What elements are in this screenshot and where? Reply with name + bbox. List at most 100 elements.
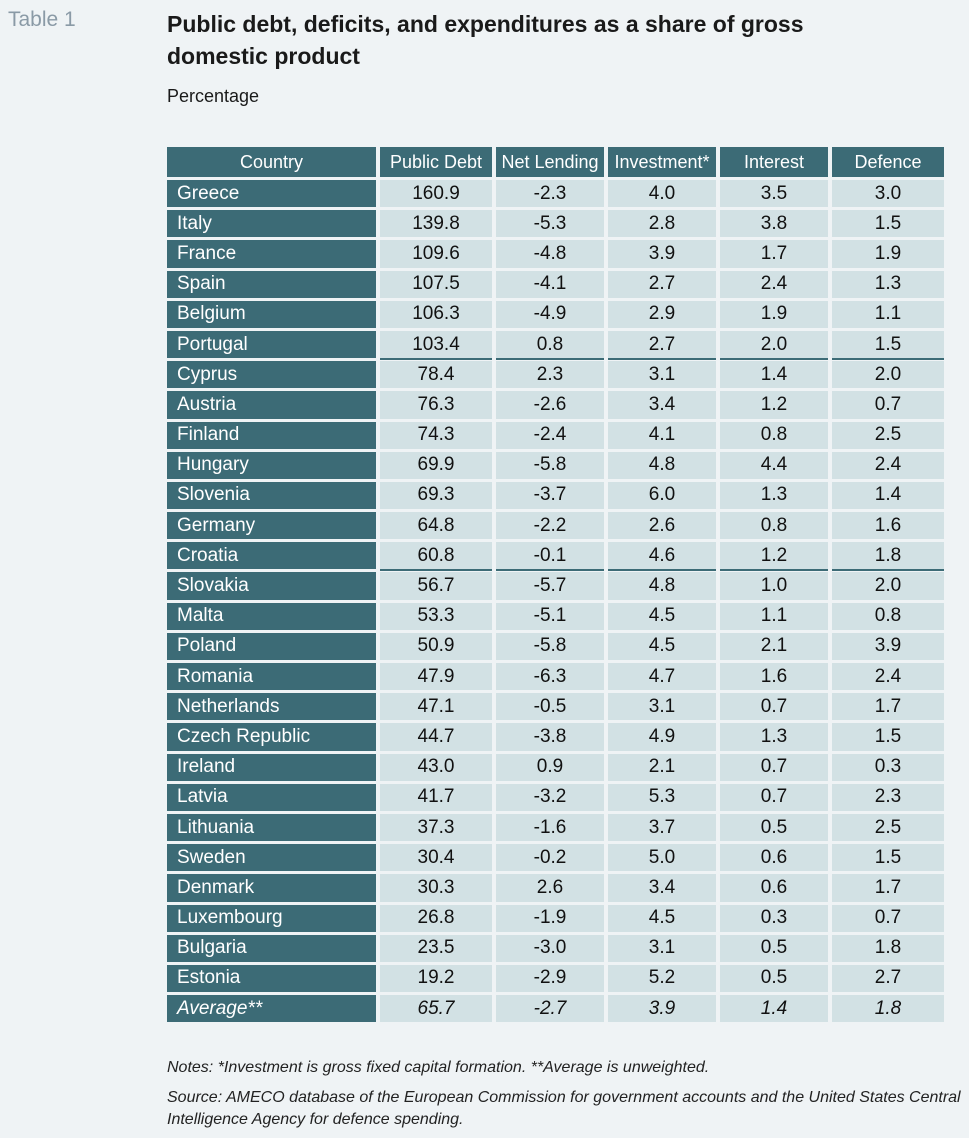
investment-cell: 4.5: [608, 602, 716, 630]
defence-cell: 1.5: [832, 844, 944, 872]
column-header-country: Country: [167, 147, 376, 177]
public-debt-cell: 69.9: [380, 451, 492, 479]
defence-cell: 1.5: [832, 723, 944, 751]
country-cell: Poland: [167, 632, 376, 660]
defence-cell: 1.8: [832, 995, 944, 1023]
country-cell: Slovakia: [167, 572, 376, 600]
country-cell: Czech Republic: [167, 723, 376, 751]
public-debt-cell: 41.7: [380, 783, 492, 811]
public-debt-cell: 47.9: [380, 663, 492, 691]
public-debt-cell: 30.3: [380, 874, 492, 902]
defence-cell: 2.3: [832, 783, 944, 811]
table-row: Austria 76.3 -2.6 3.4 1.2 0.7: [167, 391, 944, 419]
defence-cell: 2.0: [832, 361, 944, 389]
investment-cell: 3.1: [608, 693, 716, 721]
defence-cell: 0.7: [832, 904, 944, 932]
table-row: Hungary 69.9 -5.8 4.8 4.4 2.4: [167, 451, 944, 479]
table-row: Sweden 30.4 -0.2 5.0 0.6 1.5: [167, 844, 944, 872]
net-lending-cell: -5.8: [496, 451, 604, 479]
defence-cell: 2.5: [832, 421, 944, 449]
table-row: Lithuania 37.3 -1.6 3.7 0.5 2.5: [167, 813, 944, 842]
net-lending-cell: -1.9: [496, 904, 604, 932]
public-debt-cell: 50.9: [380, 632, 492, 660]
public-debt-cell: 103.4: [380, 330, 492, 359]
net-lending-cell: -1.6: [496, 813, 604, 842]
defence-cell: 1.3: [832, 270, 944, 298]
country-cell: Italy: [167, 210, 376, 238]
interest-cell: 1.9: [720, 300, 828, 328]
net-lending-cell: -5.1: [496, 602, 604, 630]
table-row: Slovenia 69.3 -3.7 6.0 1.3 1.4: [167, 481, 944, 510]
interest-cell: 0.7: [720, 753, 828, 781]
table-row: Germany 64.8 -2.2 2.6 0.8 1.6: [167, 512, 944, 540]
public-debt-cell: 74.3: [380, 421, 492, 449]
defence-cell: 0.3: [832, 753, 944, 781]
interest-cell: 1.3: [720, 723, 828, 751]
table-row: Cyprus 78.4 2.3 3.1 1.4 2.0: [167, 361, 944, 389]
net-lending-cell: 0.8: [496, 330, 604, 359]
country-cell: Estonia: [167, 964, 376, 993]
public-debt-cell: 56.7: [380, 572, 492, 600]
investment-cell: 4.7: [608, 663, 716, 691]
table-row: Belgium 106.3 -4.9 2.9 1.9 1.1: [167, 300, 944, 328]
table-row: Croatia 60.8 -0.1 4.6 1.2 1.8: [167, 542, 944, 570]
public-debt-cell: 78.4: [380, 361, 492, 389]
public-debt-cell: 26.8: [380, 904, 492, 932]
table-row: Malta 53.3 -5.1 4.5 1.1 0.8: [167, 602, 944, 630]
public-debt-cell: 53.3: [380, 602, 492, 630]
net-lending-cell: -5.8: [496, 632, 604, 660]
column-header-public-debt: Public Debt: [380, 147, 492, 177]
interest-cell: 0.3: [720, 904, 828, 932]
column-header-net-lending: Net Lending: [496, 147, 604, 177]
table-row: Slovakia 56.7 -5.7 4.8 1.0 2.0: [167, 572, 944, 600]
investment-cell: 4.0: [608, 180, 716, 208]
public-debt-cell: 109.6: [380, 240, 492, 268]
header-row: Country Public Debt Net Lending Investme…: [167, 147, 944, 177]
interest-cell: 0.5: [720, 934, 828, 962]
public-debt-cell: 37.3: [380, 813, 492, 842]
public-debt-cell: 64.8: [380, 512, 492, 540]
net-lending-cell: -2.7: [496, 995, 604, 1023]
table-label: Table 1: [8, 8, 76, 31]
net-lending-cell: -4.8: [496, 240, 604, 268]
defence-cell: 2.5: [832, 813, 944, 842]
country-cell: Croatia: [167, 542, 376, 570]
defence-cell: 1.8: [832, 934, 944, 962]
country-cell: Portugal: [167, 330, 376, 359]
table-row: Luxembourg 26.8 -1.9 4.5 0.3 0.7: [167, 904, 944, 932]
public-debt-cell: 23.5: [380, 934, 492, 962]
investment-cell: 3.1: [608, 934, 716, 962]
table-row: Italy 139.8 -5.3 2.8 3.8 1.5: [167, 210, 944, 238]
net-lending-cell: 2.6: [496, 874, 604, 902]
table-row: Spain 107.5 -4.1 2.7 2.4 1.3: [167, 270, 944, 298]
defence-cell: 1.6: [832, 512, 944, 540]
net-lending-cell: -5.7: [496, 572, 604, 600]
interest-cell: 1.3: [720, 481, 828, 510]
investment-cell: 3.7: [608, 813, 716, 842]
defence-cell: 2.0: [832, 572, 944, 600]
country-cell: Malta: [167, 602, 376, 630]
net-lending-cell: -0.1: [496, 542, 604, 570]
investment-cell: 4.9: [608, 723, 716, 751]
table-row: Romania 47.9 -6.3 4.7 1.6 2.4: [167, 663, 944, 691]
investment-cell: 5.3: [608, 783, 716, 811]
investment-cell: 5.0: [608, 844, 716, 872]
country-cell: Luxembourg: [167, 904, 376, 932]
table-row: Poland 50.9 -5.8 4.5 2.1 3.9: [167, 632, 944, 660]
investment-cell: 2.1: [608, 753, 716, 781]
investment-cell: 2.7: [608, 270, 716, 298]
investment-cell: 4.5: [608, 904, 716, 932]
interest-cell: 1.6: [720, 663, 828, 691]
net-lending-cell: -2.6: [496, 391, 604, 419]
country-cell: Denmark: [167, 874, 376, 902]
public-debt-cell: 160.9: [380, 180, 492, 208]
interest-cell: 2.4: [720, 270, 828, 298]
interest-cell: 1.2: [720, 391, 828, 419]
interest-cell: 1.4: [720, 361, 828, 389]
net-lending-cell: -6.3: [496, 663, 604, 691]
net-lending-cell: -3.7: [496, 481, 604, 510]
public-debt-cell: 69.3: [380, 481, 492, 510]
public-debt-cell: 139.8: [380, 210, 492, 238]
net-lending-cell: -2.2: [496, 512, 604, 540]
interest-cell: 1.1: [720, 602, 828, 630]
